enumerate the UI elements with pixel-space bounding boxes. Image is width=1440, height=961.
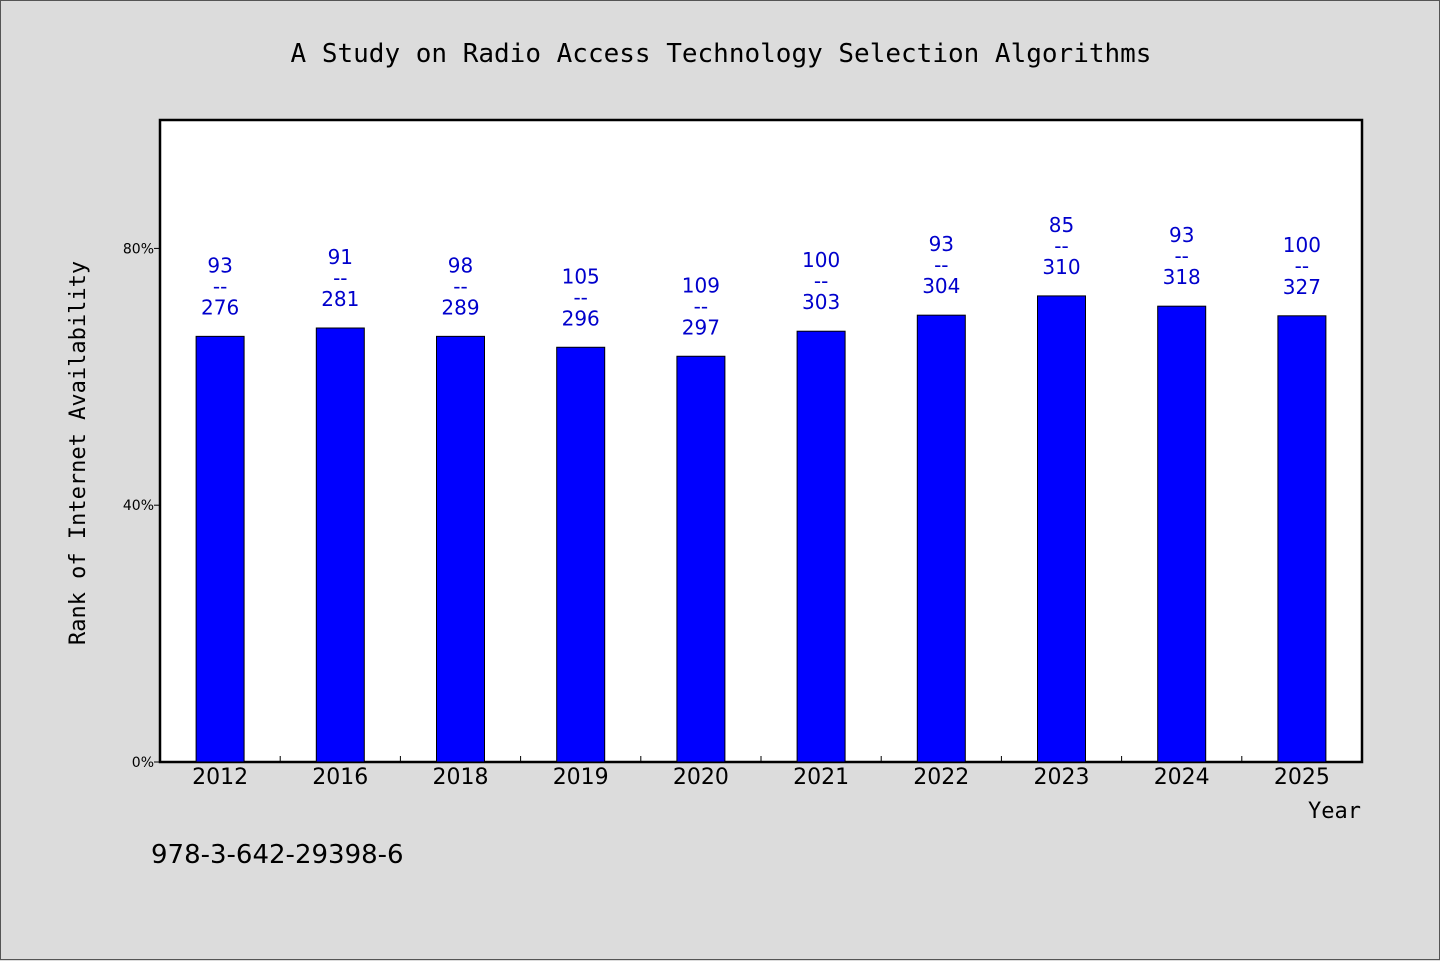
x-tick-label: 2025 bbox=[1274, 765, 1330, 790]
bar-label-total: 304 bbox=[922, 274, 960, 298]
bar-labels-group: 93--27691--28198--289105--296109--297100… bbox=[201, 213, 1321, 339]
x-tick-label: 2018 bbox=[433, 765, 489, 790]
bar-label-rank: 85 bbox=[1049, 213, 1074, 237]
bar-label-total: 303 bbox=[802, 290, 840, 314]
bar-label-separator: -- bbox=[1174, 244, 1188, 268]
bar bbox=[556, 346, 606, 763]
bar-label-total: 327 bbox=[1283, 275, 1321, 299]
bar-label-total: 296 bbox=[562, 306, 600, 330]
bar-label-separator: -- bbox=[573, 285, 587, 309]
x-axis-label: Year bbox=[1308, 799, 1361, 824]
x-tick-label: 2019 bbox=[553, 765, 609, 790]
x-axis: 2012 2016 2018 2019 2020 2021 2022 2023 2024 2025 bbox=[192, 756, 1330, 790]
bar-label-separator: -- bbox=[694, 294, 708, 318]
bar-label-separator: -- bbox=[934, 253, 948, 277]
bar-label-separator: -- bbox=[1054, 234, 1068, 258]
bar bbox=[1277, 315, 1327, 763]
bar-label-rank: 100 bbox=[802, 248, 840, 272]
bar-label-separator: -- bbox=[213, 274, 227, 298]
x-tick-label: 2024 bbox=[1154, 765, 1210, 790]
bar-label-separator: -- bbox=[453, 274, 467, 298]
bar-label-total: 281 bbox=[321, 287, 359, 311]
bar-label-rank: 100 bbox=[1283, 233, 1321, 257]
y-tick-label: 0% bbox=[132, 755, 154, 771]
x-tick-label: 2012 bbox=[192, 765, 248, 790]
bar bbox=[676, 355, 726, 763]
bar-label-rank: 93 bbox=[1169, 223, 1194, 247]
bars-group bbox=[195, 295, 1327, 763]
bar bbox=[916, 314, 966, 763]
bar bbox=[1157, 305, 1207, 763]
y-tick-label: 80% bbox=[123, 241, 154, 257]
x-tick-label: 2021 bbox=[793, 765, 849, 790]
bar bbox=[195, 335, 245, 763]
bar bbox=[796, 330, 846, 763]
bar-label-rank: 93 bbox=[207, 253, 232, 277]
bar-label-rank: 98 bbox=[448, 253, 473, 277]
bar bbox=[315, 327, 365, 763]
bar-label-rank: 105 bbox=[562, 264, 600, 288]
bar-label-separator: -- bbox=[1295, 254, 1309, 278]
x-tick-label: 2023 bbox=[1034, 765, 1090, 790]
bar-label-rank: 93 bbox=[929, 232, 954, 256]
bar-label-total: 276 bbox=[201, 295, 239, 319]
bar-label-total: 318 bbox=[1163, 265, 1201, 289]
bar-label-total: 310 bbox=[1042, 255, 1080, 279]
x-tick-label: 2016 bbox=[312, 765, 368, 790]
x-tick-label: 2020 bbox=[673, 765, 729, 790]
bar-label-rank: 91 bbox=[328, 245, 353, 269]
chart-title: A Study on Radio Access Technology Selec… bbox=[291, 39, 1152, 69]
bar bbox=[1037, 295, 1086, 763]
isbn-footer: 978-3-642-29398-6 bbox=[151, 840, 404, 870]
bar-label-rank: 109 bbox=[682, 273, 720, 297]
y-axis: 0% 40% 80% bbox=[123, 241, 160, 771]
y-axis-label: Rank of Internet Availability bbox=[66, 261, 91, 645]
x-tick-label: 2022 bbox=[913, 765, 969, 790]
bar-label-separator: -- bbox=[333, 266, 347, 290]
bar-label-total: 289 bbox=[441, 295, 479, 319]
bar bbox=[436, 335, 485, 763]
y-tick-label: 40% bbox=[123, 498, 154, 514]
bar-label-total: 297 bbox=[682, 315, 720, 339]
bar-label-separator: -- bbox=[814, 269, 828, 293]
